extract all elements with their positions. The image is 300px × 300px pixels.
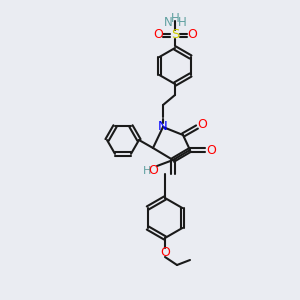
Text: S: S <box>171 28 179 41</box>
Text: O: O <box>187 28 197 41</box>
Text: O: O <box>148 164 158 176</box>
Text: O: O <box>160 247 170 260</box>
Text: N: N <box>164 16 172 29</box>
Text: O: O <box>206 143 216 157</box>
Text: O: O <box>153 28 163 41</box>
Text: H: H <box>143 166 151 176</box>
Text: N: N <box>158 121 168 134</box>
Text: H: H <box>171 11 179 25</box>
Text: H: H <box>178 16 186 29</box>
Text: O: O <box>197 118 207 130</box>
